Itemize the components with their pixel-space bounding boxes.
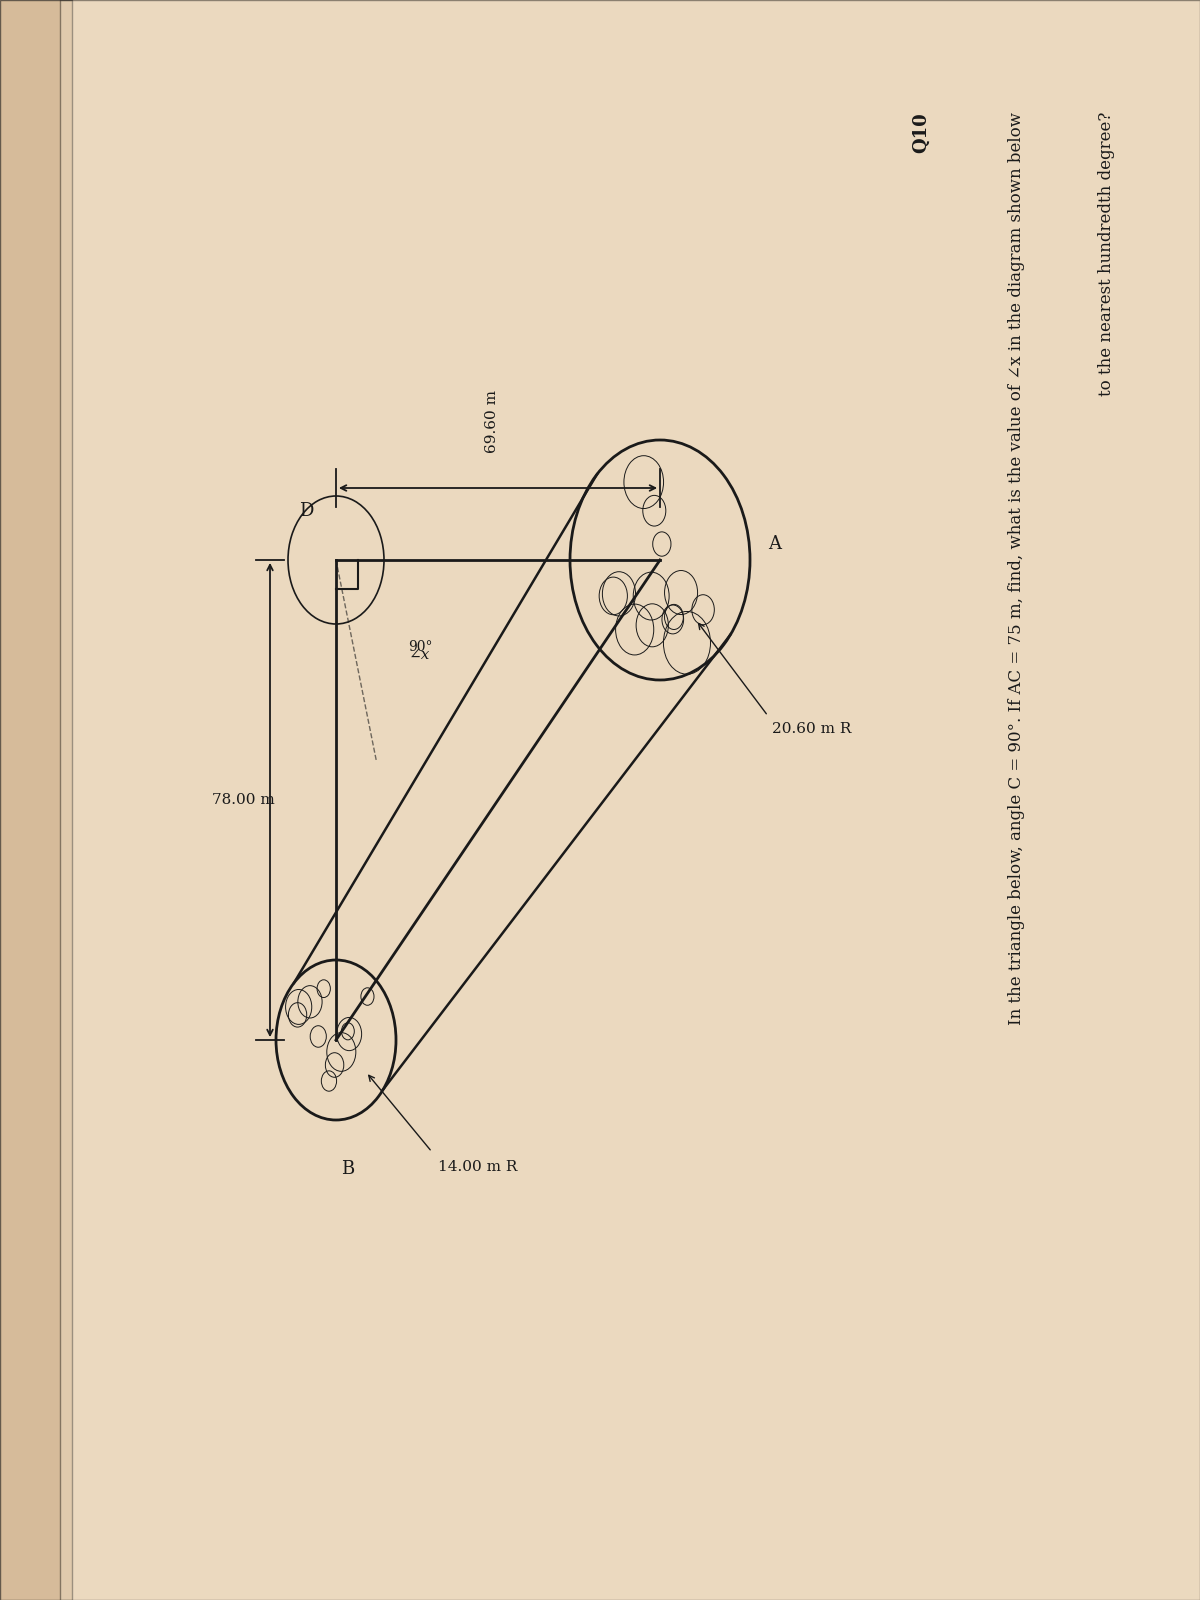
Text: A: A	[768, 534, 781, 554]
Text: 78.00 m: 78.00 m	[212, 794, 275, 806]
FancyBboxPatch shape	[0, 0, 72, 1600]
Text: Q10: Q10	[912, 112, 930, 152]
Text: 14.00 m R: 14.00 m R	[438, 1160, 517, 1174]
Text: 90°: 90°	[408, 640, 432, 654]
FancyBboxPatch shape	[60, 0, 1200, 1600]
Text: In the triangle below, angle C = 90°. If AC = 75 m, find, what is the value of ∠: In the triangle below, angle C = 90°. If…	[1008, 112, 1025, 1026]
Text: B: B	[341, 1160, 355, 1178]
Text: ∠x: ∠x	[409, 648, 431, 662]
Text: D: D	[299, 502, 313, 520]
Text: to the nearest hundredth degree?: to the nearest hundredth degree?	[1098, 112, 1115, 397]
Text: 20.60 m R: 20.60 m R	[773, 722, 852, 736]
Text: 69.60 m: 69.60 m	[485, 390, 499, 453]
